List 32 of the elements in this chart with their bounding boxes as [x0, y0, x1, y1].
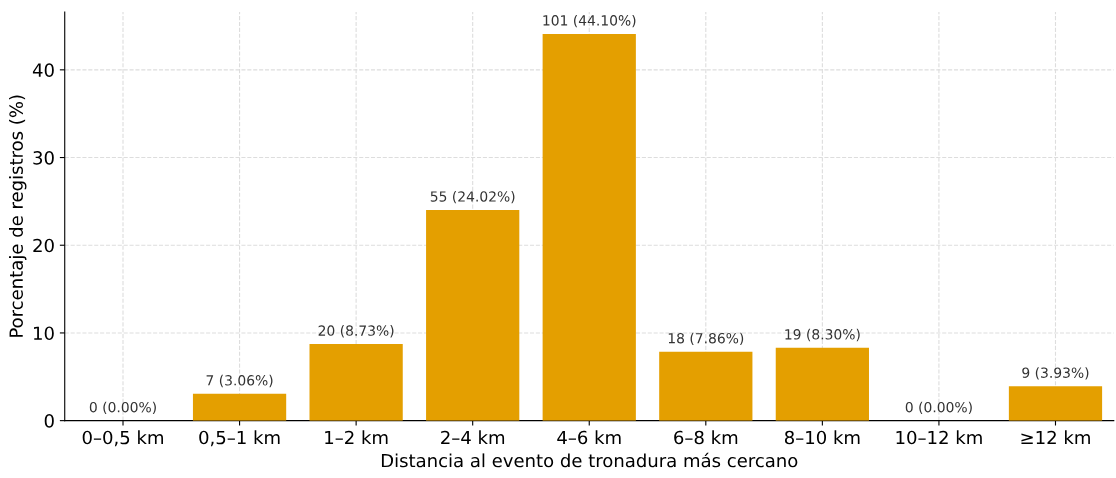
data-label: 20 (8.73%)	[318, 325, 394, 338]
bar	[192, 393, 287, 421]
bar	[309, 344, 403, 421]
y-tick-label: 10	[34, 326, 54, 341]
x-tick-label: 6–8 km	[674, 430, 738, 445]
data-label: 18 (7.86%)	[668, 332, 744, 346]
x-tick-label: 0–0,5 km	[82, 430, 163, 447]
x-tick-label: ≥12 km	[1021, 430, 1090, 445]
x-tick-label: 2–4 km	[441, 430, 505, 445]
bar	[659, 351, 753, 421]
data-label: 9 (3.93%)	[1022, 367, 1089, 380]
y-tick-label: 20	[33, 238, 54, 253]
x-tick-label: 1–2 km	[325, 430, 388, 445]
y-axis-title: Porcentaje de registros (%)	[9, 95, 27, 337]
data-label: 0 (0.00%)	[89, 401, 156, 415]
data-label: 55 (24.02%)	[430, 191, 515, 204]
x-tick-label: 8–10 km	[784, 430, 860, 445]
x-axis-title: Distancia al evento de tronadura más cercano	[381, 452, 798, 468]
data-label: 101 (44.10%)	[543, 14, 636, 28]
data-label: 7 (3.06%)	[206, 374, 273, 388]
y-tick-label: 0	[44, 414, 54, 428]
y-tick-label: 40	[32, 63, 54, 77]
data-label: 0 (0.00%)	[905, 401, 972, 415]
bar	[1008, 386, 1103, 421]
x-tick-label: 0,5–1 km	[199, 430, 280, 447]
bar	[542, 33, 636, 421]
x-tick-label: 10–12 km	[896, 430, 982, 445]
bar	[775, 347, 869, 421]
x-tick-label: 4–6 km	[557, 430, 621, 445]
bar	[426, 209, 520, 421]
data-label: 19 (8.30%)	[785, 328, 860, 342]
y-tick-label: 30	[33, 150, 54, 165]
